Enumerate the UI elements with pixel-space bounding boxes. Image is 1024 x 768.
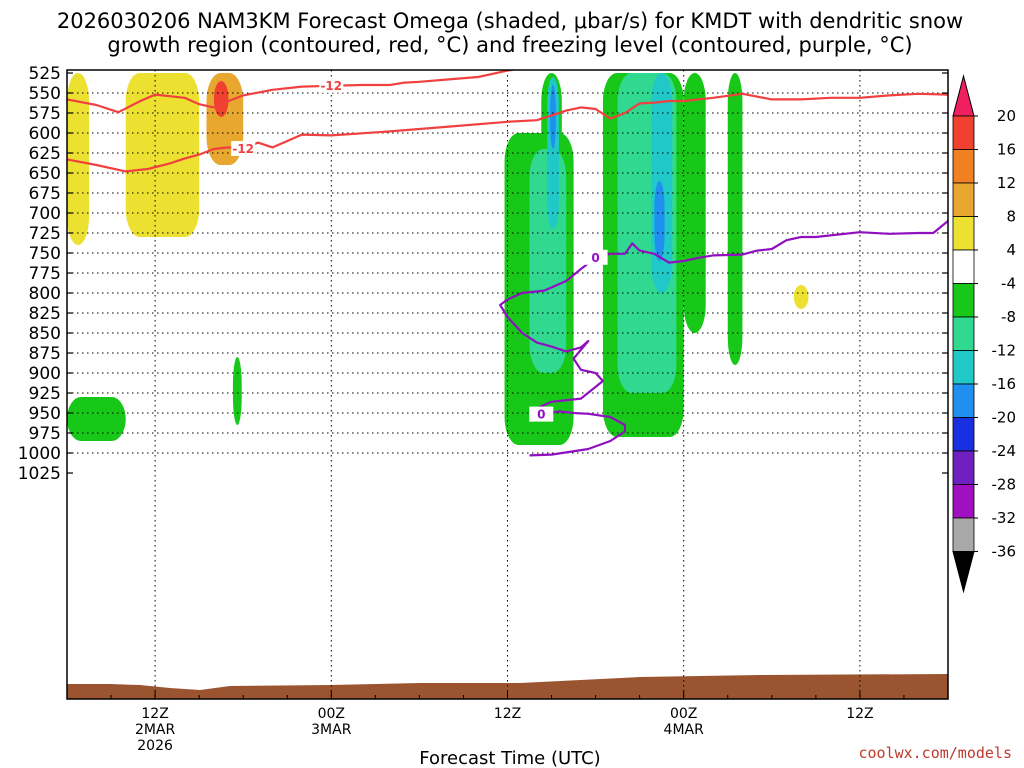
y-tick-label-725: 725	[29, 224, 61, 244]
contour-line-0	[67, 70, 519, 114]
contour-label-bg-1	[231, 141, 256, 156]
y-tick-label-750: 750	[29, 244, 61, 264]
y-tick-label-1025: 1025	[18, 464, 61, 484]
y-axis: 5255505756006256506757007257507758008258…	[18, 64, 948, 484]
y-tick-label-775: 775	[29, 264, 61, 284]
y-tick-label-550: 550	[29, 84, 61, 104]
colorbar-swatch-13	[952, 517, 975, 552]
colorbar-label-8: -16	[992, 375, 1017, 393]
colorbar-label-2: 12	[997, 174, 1016, 192]
y-tick-label-950: 950	[29, 404, 61, 424]
y-tick-label-625: 625	[29, 144, 61, 164]
contour-label-2: 0	[591, 251, 599, 265]
contour-label-0: -12	[320, 79, 342, 93]
omega-region-9	[550, 85, 556, 149]
contour-line-3	[499, 298, 627, 457]
colorbar: 20 16 12 8 4 -4 -8 -12 -16 -20 -24 -28 -32 -36	[952, 74, 1017, 594]
y-tick-label-800: 800	[29, 284, 61, 304]
colorbar-label-13: -36	[992, 543, 1017, 561]
colorbar-swatch-2	[952, 149, 975, 184]
colorbar-label-7: -12	[992, 342, 1017, 360]
colorbar-label-11: -28	[992, 476, 1017, 494]
omega-region-7	[651, 73, 672, 293]
y-tick-label-675: 675	[29, 184, 61, 204]
colorbar-label-4: 4	[1006, 241, 1016, 259]
colorbar-swatch-9	[952, 383, 975, 418]
colorbar-label-3: 8	[1006, 208, 1016, 226]
x-tick-label-60-0: 12Z	[846, 706, 873, 722]
colorbar-label-12: -32	[992, 509, 1017, 527]
x-tick-label-24-0: 00Z	[318, 706, 345, 722]
chart-title-line2: growth region (contoured, red, °C) and f…	[107, 33, 912, 57]
colorbar-label-0: 20	[997, 107, 1016, 125]
y-tick-label-575: 575	[29, 104, 61, 124]
contour-label-bg-0	[319, 77, 344, 93]
omega-region-13	[67, 73, 90, 245]
omega-region-16	[213, 81, 229, 117]
x-tick-label-12-2: 2026	[137, 738, 173, 754]
grid	[67, 70, 948, 699]
colorbar-top-arrow	[952, 74, 975, 117]
chart-title-line1: 2026030206 NAM3KM Forecast Omega (shaded…	[57, 9, 963, 33]
contour-label-bg-2	[583, 249, 608, 265]
contour-label-1: -12	[232, 142, 254, 156]
x-tick-label-48-0: 00Z	[670, 706, 697, 722]
omega-region-10	[654, 181, 665, 261]
colorbar-swatch-11	[952, 450, 975, 485]
colorbar-swatch-10	[952, 417, 975, 452]
x-tick-label-12-0: 12Z	[141, 706, 168, 722]
y-tick-label-700: 700	[29, 204, 61, 224]
y-tick-label-600: 600	[29, 124, 61, 144]
y-tick-label-975: 975	[29, 424, 61, 444]
colorbar-label-5: -4	[1001, 275, 1016, 293]
y-tick-label-825: 825	[29, 304, 61, 324]
colorbar-swatch-6	[952, 283, 975, 318]
colorbar-swatch-12	[952, 484, 975, 519]
contour-label-bg-3	[529, 406, 554, 422]
colorbar-swatch-1	[952, 115, 975, 150]
colorbar-swatch-8	[952, 350, 975, 385]
x-axis-label: Forecast Time (UTC)	[419, 748, 600, 768]
omega-region-4	[727, 73, 743, 365]
colorbar-label-1: 16	[997, 141, 1016, 159]
contour-line-2	[507, 220, 948, 301]
contours: -12 -12 0 0	[67, 70, 948, 457]
colorbar-label-10: -24	[992, 442, 1017, 460]
contour-line-1	[67, 92, 948, 173]
colorbar-swatch-5	[952, 249, 975, 284]
omega-region-11	[67, 397, 126, 441]
x-tick-label-12-1: 2MAR	[135, 722, 176, 738]
omega-region-3	[683, 73, 706, 333]
x-tick-label-24-1: 3MAR	[311, 722, 352, 738]
colorbar-bottom-arrow	[952, 551, 975, 594]
y-tick-label-525: 525	[29, 64, 61, 84]
y-tick-label-650: 650	[29, 164, 61, 184]
colorbar-label-9: -20	[992, 409, 1017, 427]
omega-region-17	[793, 285, 809, 309]
colorbar-swatch-4	[952, 216, 975, 251]
y-tick-label-900: 900	[29, 364, 61, 384]
y-tick-label-850: 850	[29, 324, 61, 344]
y-tick-label-875: 875	[29, 344, 61, 364]
x-tick-label-48-1: 4MAR	[664, 722, 705, 738]
omega-region-12	[232, 357, 242, 425]
colorbar-swatch-3	[952, 182, 975, 217]
x-tick-label-36-0: 12Z	[494, 706, 521, 722]
contour-label-3: 0	[537, 408, 545, 422]
colorbar-swatch-7	[952, 316, 975, 351]
colorbar-label-6: -8	[1001, 308, 1016, 326]
omega-region-14	[125, 73, 200, 237]
credit-text: coolwx.com/models	[858, 744, 1012, 762]
y-tick-label-925: 925	[29, 384, 61, 404]
y-tick-label-1000: 1000	[18, 444, 61, 464]
